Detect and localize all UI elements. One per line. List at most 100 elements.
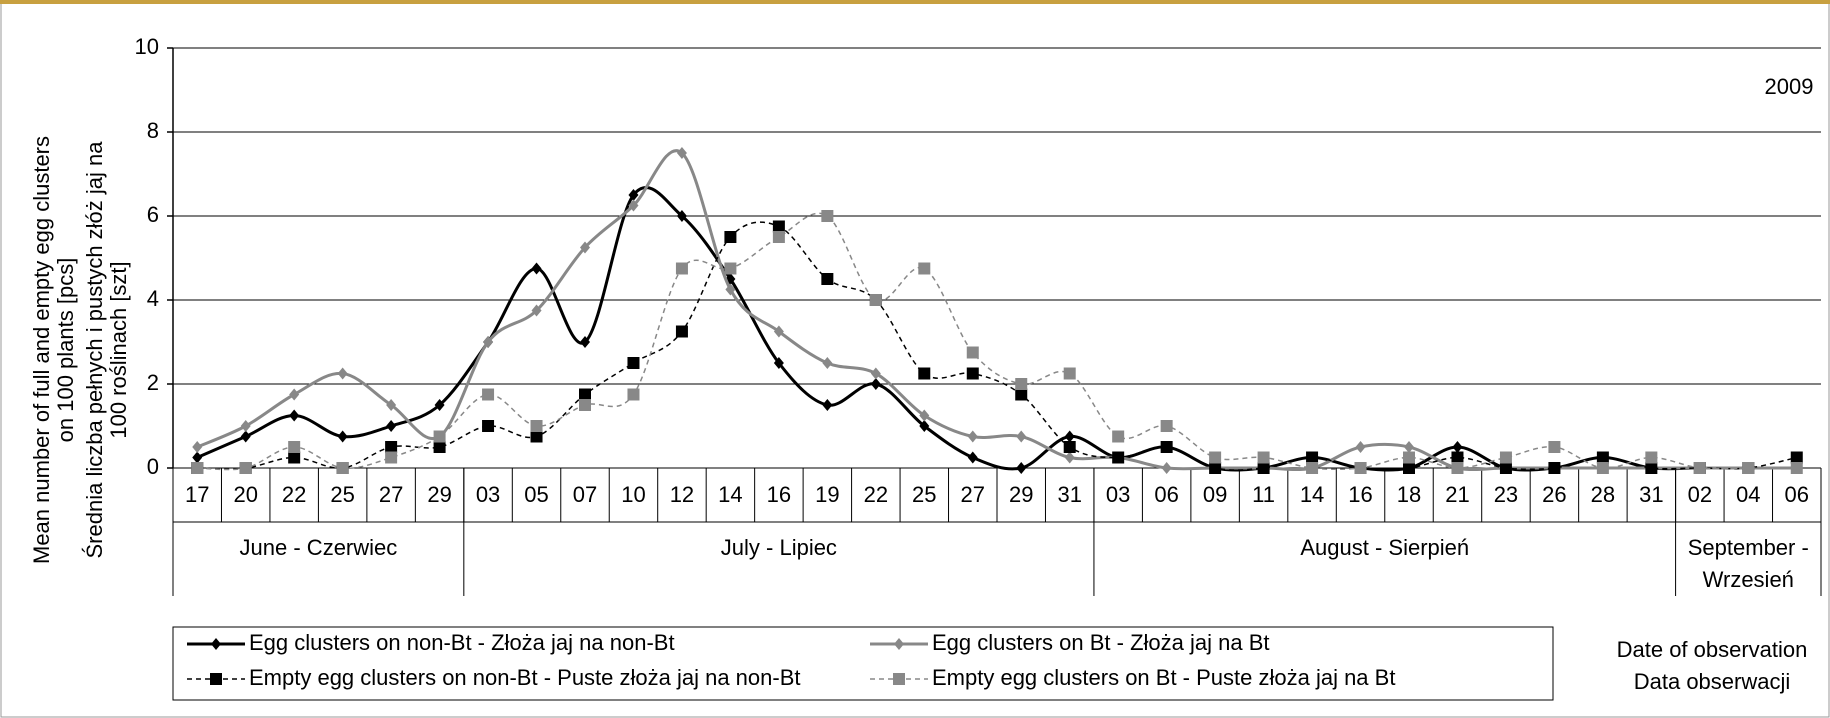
x-axis-label: Date of observation [1617, 637, 1808, 662]
marker [192, 451, 203, 464]
marker [1355, 441, 1366, 453]
marker [385, 441, 398, 453]
x-tick-label: 12 [670, 482, 694, 507]
marker [821, 273, 834, 285]
marker [772, 231, 785, 243]
marker [966, 367, 979, 380]
marker [918, 262, 931, 275]
x-tick-label: 29 [1009, 482, 1033, 507]
marker [869, 294, 882, 306]
month-label: June - Czerwiec [239, 535, 398, 560]
marker [386, 420, 397, 432]
marker [822, 357, 833, 369]
x-tick-label: 27 [961, 482, 985, 507]
x-tick-label: 18 [1397, 482, 1421, 507]
x-tick-label: 06 [1154, 482, 1178, 507]
marker [675, 262, 688, 275]
marker [1112, 430, 1125, 443]
x-tick-label: 05 [524, 482, 548, 507]
y-tick-label: 10 [135, 34, 159, 59]
marker [1306, 451, 1319, 464]
marker [1596, 462, 1609, 474]
y-axis-label-line: Średnia liczba pełnych i pustych złóż ja… [82, 141, 107, 559]
marker [1112, 451, 1125, 464]
marker [893, 673, 905, 685]
marker [434, 399, 445, 411]
marker [1790, 451, 1803, 464]
x-tick-label: 27 [379, 482, 403, 507]
x-tick-label: 14 [718, 482, 742, 507]
y-axis-label-line: Mean number of full and empty egg cluste… [29, 136, 54, 564]
x-tick-label: 03 [476, 482, 500, 507]
marker [433, 430, 446, 443]
marker [919, 409, 930, 422]
marker [773, 357, 784, 369]
x-tick-label: 07 [573, 482, 597, 507]
marker [1645, 462, 1658, 474]
marker [966, 346, 979, 359]
marker [1403, 451, 1415, 464]
marker [1016, 462, 1027, 474]
x-tick-label: 20 [233, 482, 257, 507]
marker [1063, 367, 1076, 380]
legend-label: Egg clusters on non-Bt - Złoża jaj na no… [249, 630, 675, 655]
marker [579, 388, 591, 401]
month-label: July - Lipiec [720, 535, 837, 560]
marker [1451, 462, 1464, 474]
marker [240, 420, 251, 432]
y-tick-label: 4 [147, 286, 159, 311]
marker [1499, 451, 1512, 464]
legend-label: Egg clusters on Bt - Złoża jaj na Bt [932, 630, 1270, 655]
marker [1016, 430, 1027, 443]
marker [1257, 451, 1270, 464]
marker [870, 378, 881, 390]
marker [627, 357, 640, 369]
legend-box [172, 626, 1554, 701]
marker [531, 304, 542, 317]
marker [289, 409, 300, 422]
y-tick-label: 2 [147, 370, 159, 395]
marker [1742, 462, 1755, 474]
marker [628, 189, 639, 201]
marker [1693, 462, 1706, 474]
marker [676, 210, 687, 222]
marker [482, 420, 495, 432]
x-tick-label: 04 [1736, 482, 1760, 507]
x-axis-label: Data obserwacji [1634, 669, 1791, 694]
y-tick-label: 8 [147, 118, 159, 143]
marker [337, 367, 348, 380]
marker [725, 283, 736, 296]
marker [433, 441, 446, 453]
series-line [196, 149, 1797, 472]
marker [1790, 462, 1803, 474]
marker [192, 441, 203, 453]
marker [482, 388, 495, 401]
x-tick-label: 10 [621, 482, 645, 507]
marker [870, 367, 881, 380]
x-tick-label: 21 [1445, 482, 1469, 507]
marker [530, 430, 543, 443]
x-tick-label: 02 [1688, 482, 1712, 507]
x-tick-label: 22 [864, 482, 888, 507]
x-tick-label: 06 [1785, 482, 1809, 507]
marker [1064, 430, 1075, 443]
x-tick-label: 28 [1591, 482, 1615, 507]
x-tick-label: 23 [1494, 482, 1518, 507]
marker [821, 210, 834, 222]
marker [676, 147, 687, 159]
marker [773, 325, 784, 338]
series-line [197, 221, 1797, 471]
marker [1064, 451, 1075, 464]
x-tick-label: 31 [1639, 482, 1663, 507]
x-tick-label: 22 [282, 482, 306, 507]
x-tick-label: 26 [1542, 482, 1566, 507]
x-tick-label: 31 [1057, 482, 1081, 507]
marker [1160, 441, 1173, 453]
marker [531, 262, 542, 275]
marker [918, 367, 931, 380]
marker [337, 430, 348, 443]
x-tick-label: 16 [767, 482, 791, 507]
month-label: August - Sierpień [1300, 535, 1470, 560]
